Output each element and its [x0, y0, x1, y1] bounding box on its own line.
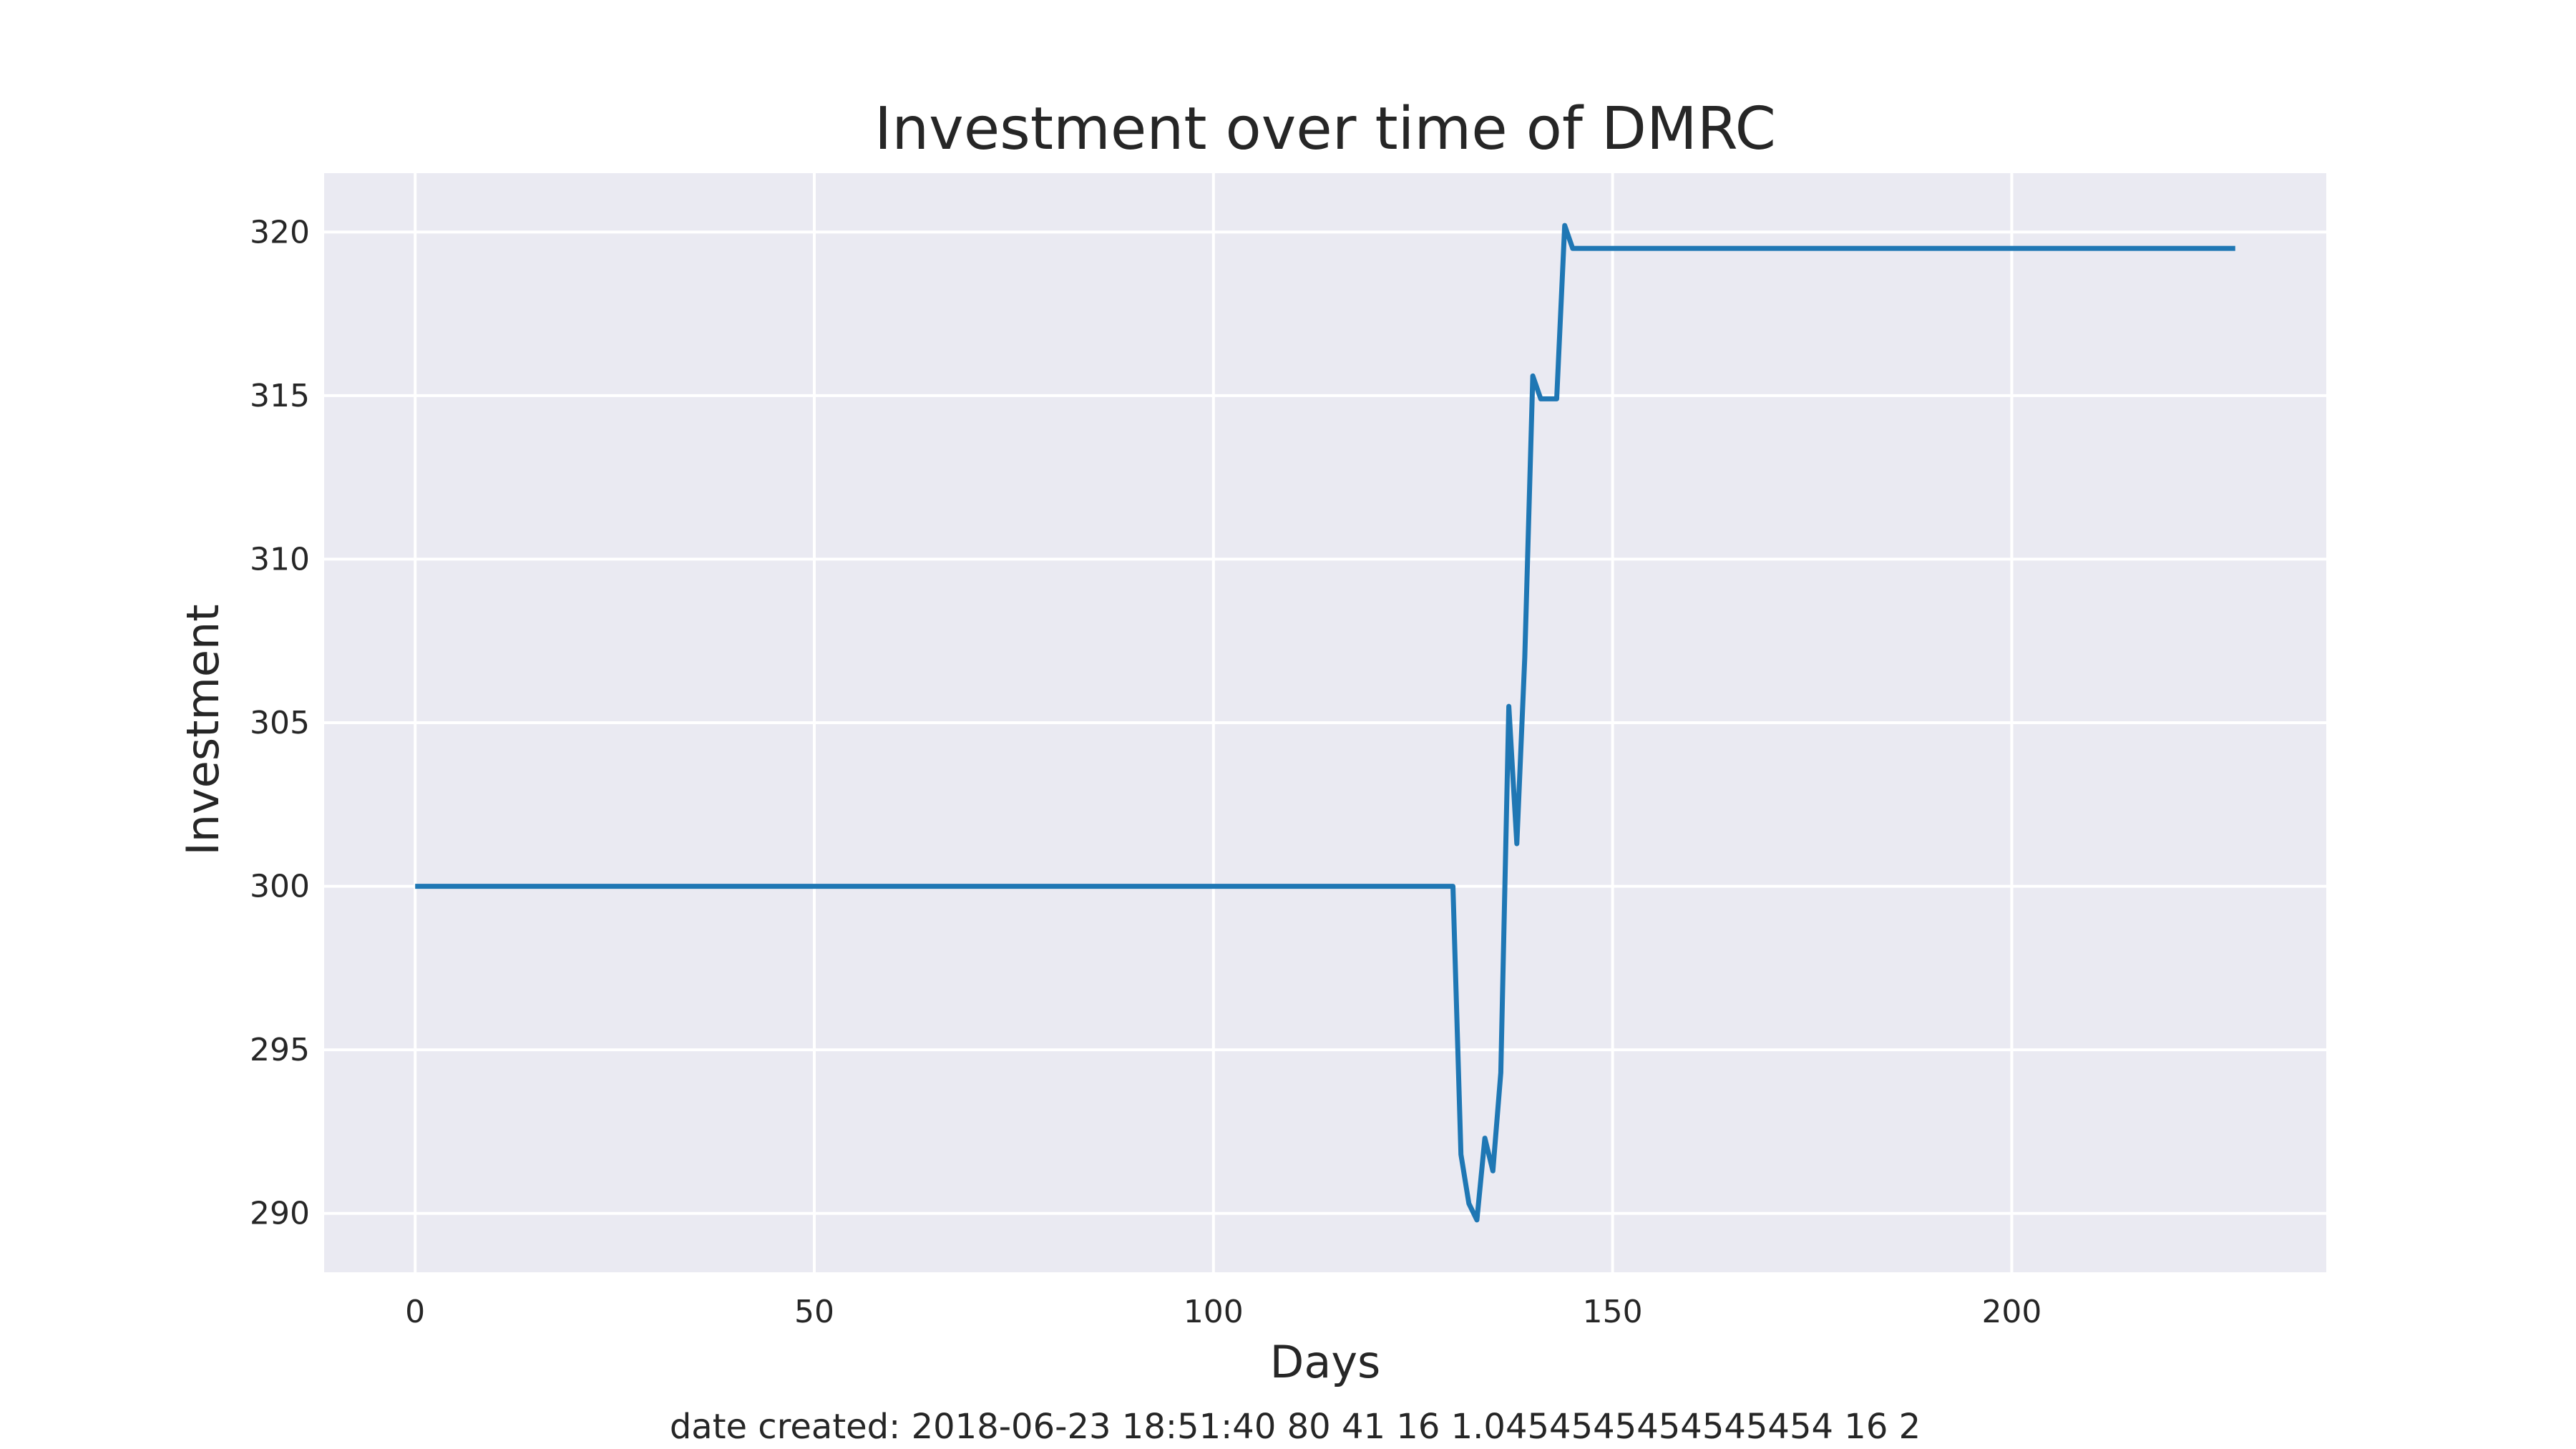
date-created-note: date created: 2018-06-23 18:51:40 80 41 … [670, 1407, 1921, 1447]
series-layer [415, 223, 2235, 1223]
x-tick-label: 150 [1583, 1294, 1643, 1330]
x-axis-label: Days [1270, 1336, 1381, 1388]
y-tick-label: 305 [250, 705, 310, 741]
investment-series-line [415, 223, 2235, 1223]
y-tick-label: 310 [250, 541, 310, 577]
y-tick-label: 320 [250, 214, 310, 250]
chart-title: Investment over time of DMRC [874, 95, 1776, 163]
y-axis-label: Investment [177, 604, 229, 855]
tick-labels: 0 50 100 150 200 290 295 300 305 310 315 320 [250, 214, 2041, 1330]
y-tick-label: 315 [250, 378, 310, 414]
x-tick-label: 200 [1981, 1294, 2041, 1330]
y-tick-label: 290 [250, 1196, 310, 1232]
y-tick-label: 295 [250, 1032, 310, 1068]
y-tick-label: 300 [250, 869, 310, 905]
x-tick-label: 50 [794, 1294, 834, 1330]
x-tick-label: 0 [405, 1294, 425, 1330]
x-tick-label: 100 [1184, 1294, 1244, 1330]
